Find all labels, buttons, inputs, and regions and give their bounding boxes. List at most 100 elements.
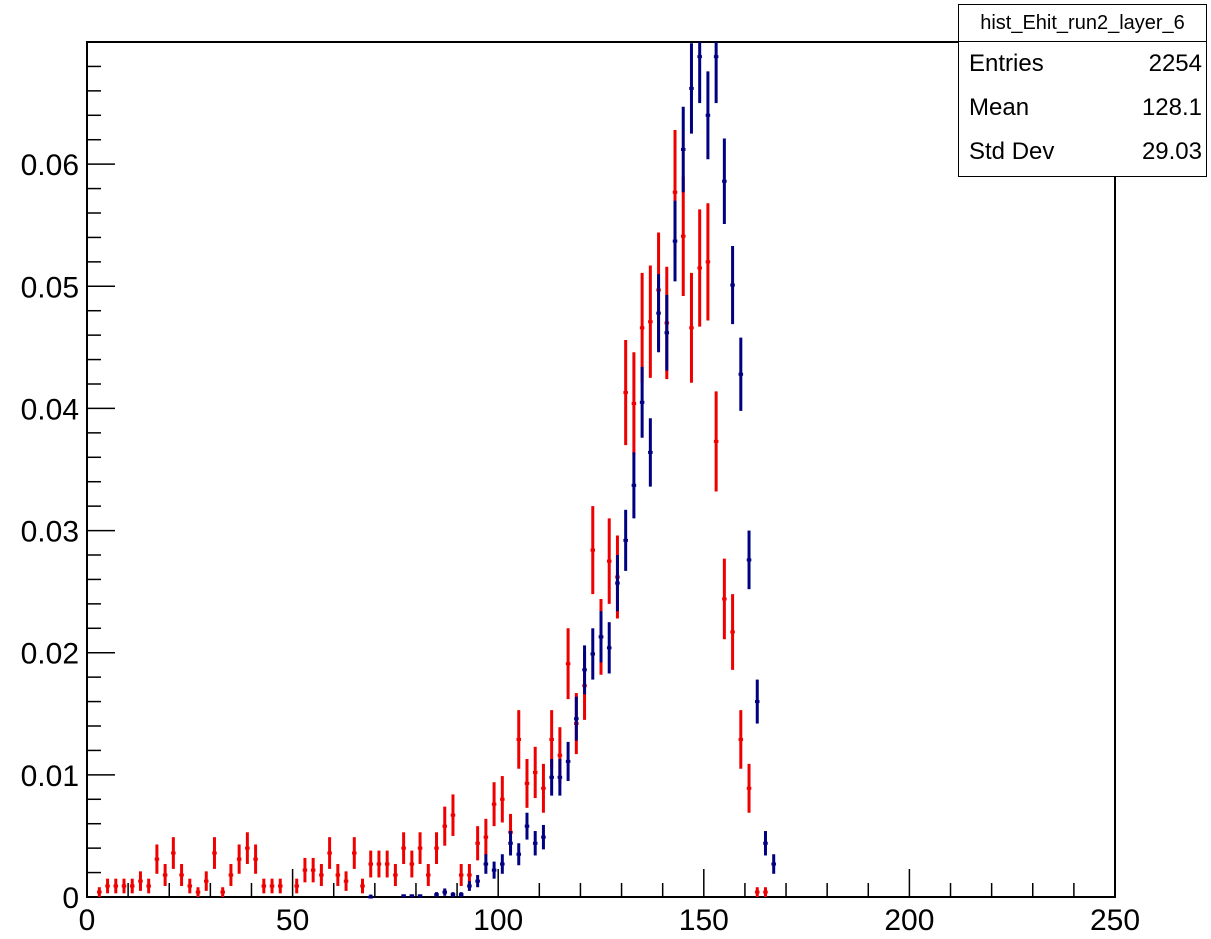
data-point-red bbox=[491, 782, 497, 827]
stats-label: Entries bbox=[969, 50, 1044, 77]
data-point-red bbox=[278, 878, 283, 894]
stats-label: Mean bbox=[969, 94, 1030, 121]
data-point-blue bbox=[467, 881, 472, 891]
x-tick-label: 150 bbox=[679, 904, 729, 937]
data-point-red bbox=[146, 878, 151, 894]
data-point-red bbox=[532, 746, 538, 799]
data-point-red bbox=[738, 710, 744, 769]
stats-row-stddev: Std Dev 29.03 bbox=[959, 130, 1206, 174]
data-point-red bbox=[171, 837, 176, 869]
data-point-blue bbox=[738, 337, 744, 411]
data-point-blue bbox=[409, 894, 415, 898]
data-point-red bbox=[220, 887, 225, 897]
data-point-red bbox=[697, 209, 702, 327]
data-point-red bbox=[384, 850, 390, 878]
y-tick-label: 0.03 bbox=[21, 516, 79, 549]
data-point-blue bbox=[483, 854, 489, 874]
data-point-red bbox=[434, 832, 439, 865]
y-tick-label: 0.06 bbox=[21, 149, 79, 182]
data-point-blue bbox=[508, 831, 513, 856]
data-point-red bbox=[565, 628, 571, 700]
data-point-red bbox=[648, 265, 653, 378]
data-point-blue bbox=[368, 894, 373, 899]
data-point-red bbox=[376, 850, 382, 878]
data-point-red bbox=[195, 887, 201, 897]
data-point-blue bbox=[434, 892, 439, 897]
data-point-red bbox=[426, 864, 431, 887]
data-point-blue bbox=[582, 645, 587, 695]
data-point-red bbox=[442, 806, 448, 846]
data-point-red bbox=[639, 272, 645, 383]
series-blue bbox=[368, 42, 776, 899]
data-point-red bbox=[253, 844, 258, 874]
data-point-red bbox=[689, 272, 694, 383]
data-point-red bbox=[129, 878, 135, 894]
data-point-red bbox=[417, 832, 423, 865]
data-point-blue bbox=[631, 452, 637, 519]
y-tick-label: 0.05 bbox=[21, 271, 79, 304]
data-point-red bbox=[458, 864, 464, 887]
data-point-blue bbox=[664, 294, 670, 371]
y-tick-label: 0.01 bbox=[21, 760, 79, 793]
data-point-red bbox=[343, 871, 349, 891]
y-axis-ticks bbox=[87, 41, 115, 898]
data-point-red bbox=[245, 832, 250, 865]
data-point-blue bbox=[549, 758, 554, 796]
data-point-blue bbox=[648, 418, 653, 487]
data-point-red bbox=[294, 878, 299, 894]
data-point-red bbox=[121, 878, 127, 894]
data-point-red bbox=[179, 864, 184, 887]
data-point-blue bbox=[557, 758, 563, 796]
data-point-red bbox=[335, 864, 341, 887]
data-point-blue bbox=[623, 509, 628, 571]
data-point-red bbox=[541, 763, 546, 813]
data-point-blue bbox=[532, 831, 538, 856]
y-tick-label: 0 bbox=[62, 882, 79, 915]
stats-title: hist_Ehit_run2_layer_6 bbox=[959, 5, 1206, 42]
data-point-red bbox=[606, 518, 612, 604]
stats-value: 29.03 bbox=[1141, 138, 1202, 165]
stats-row-entries: Entries 2254 bbox=[959, 42, 1206, 86]
y-tick-label: 0.02 bbox=[21, 638, 79, 671]
data-point-red bbox=[763, 887, 768, 897]
data-point-red bbox=[713, 391, 719, 492]
data-point-blue bbox=[771, 854, 776, 874]
data-point-blue bbox=[565, 741, 571, 781]
stats-label: Std Dev bbox=[969, 138, 1055, 165]
data-point-red bbox=[754, 887, 760, 897]
data-point-red bbox=[97, 887, 102, 897]
data-point-blue bbox=[680, 106, 686, 193]
data-point-blue bbox=[442, 888, 448, 896]
data-point-red bbox=[409, 850, 415, 878]
x-tick-label: 250 bbox=[1090, 904, 1140, 937]
data-point-red bbox=[162, 864, 168, 887]
data-point-red bbox=[516, 710, 522, 769]
data-point-red bbox=[269, 878, 275, 894]
y-axis-tick-labels: 0 0.01 0.02 0.03 0.04 0.05 0.06 bbox=[21, 149, 79, 915]
data-point-blue bbox=[516, 843, 522, 866]
data-point-blue bbox=[615, 555, 620, 612]
data-point-red bbox=[722, 558, 727, 640]
data-point-red bbox=[680, 176, 686, 297]
data-point-blue bbox=[450, 892, 456, 897]
data-point-red bbox=[475, 826, 480, 861]
x-tick-label: 100 bbox=[473, 904, 523, 937]
data-point-red bbox=[360, 878, 365, 894]
data-point-red bbox=[319, 864, 324, 887]
data-point-red bbox=[705, 203, 711, 321]
x-tick-label: 50 bbox=[276, 904, 309, 937]
data-point-blue bbox=[590, 628, 596, 680]
plot-frame bbox=[86, 41, 1116, 898]
series-red bbox=[97, 129, 768, 897]
data-point-blue bbox=[713, 42, 719, 104]
data-point-blue bbox=[697, 42, 702, 104]
data-point-blue bbox=[524, 812, 530, 840]
data-point-red bbox=[327, 837, 332, 869]
data-point-blue bbox=[639, 366, 645, 438]
data-point-blue bbox=[754, 679, 760, 724]
data-point-blue bbox=[541, 824, 546, 850]
data-point-blue bbox=[401, 894, 406, 898]
data-point-red bbox=[590, 506, 596, 595]
data-point-red bbox=[500, 776, 505, 823]
